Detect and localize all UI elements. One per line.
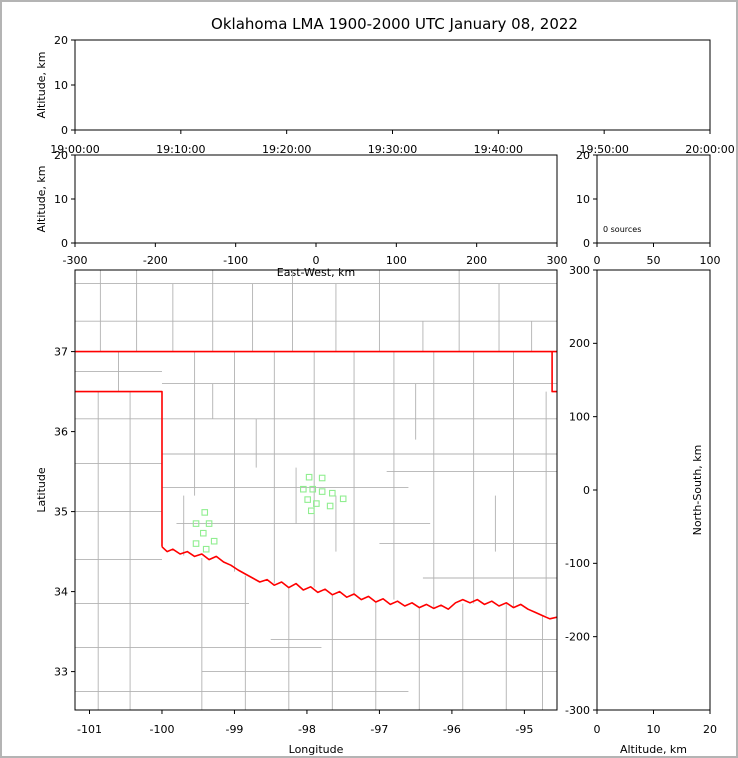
x-tick-label: 19:40:00 xyxy=(474,143,523,156)
y-tick-label: 36 xyxy=(54,425,68,438)
x-tick-label: -99 xyxy=(225,723,243,736)
x-tick-label: 10 xyxy=(647,723,661,736)
y-tick-label: 20 xyxy=(54,34,68,47)
axes-frame xyxy=(74,154,558,244)
lma-station-marker xyxy=(210,537,218,545)
lma-station-marker xyxy=(300,485,307,493)
x-tick-label: -300 xyxy=(63,254,88,267)
y-axis-label: Altitude, km xyxy=(35,51,48,118)
x-tick-label: 0 xyxy=(594,723,601,736)
lma-station-marker xyxy=(326,502,334,510)
x-tick-label: 20 xyxy=(703,723,717,736)
panel-time-altitude: 19:00:00 19:10:00 19:20:00 19:30:00 19:40:00… xyxy=(35,34,735,156)
y-tick-label: -100 xyxy=(565,557,590,570)
y-tick-label: 300 xyxy=(569,264,590,277)
x-tick-label: -200 xyxy=(143,254,168,267)
x-tick-label: 20:00:00 xyxy=(685,143,734,156)
x-tick-label: 19:10:00 xyxy=(156,143,205,156)
x-tick-label: 200 xyxy=(466,254,487,267)
y-tick-label: 34 xyxy=(54,585,68,598)
x-tick-label: 300 xyxy=(547,254,568,267)
lma-station-marker xyxy=(192,540,200,547)
y-tick-label: 0 xyxy=(61,237,68,250)
y-tick-label: 33 xyxy=(54,665,68,678)
lma-station-marker xyxy=(201,509,209,516)
source-count-annotation: 0 sources xyxy=(603,225,641,234)
lma-station-marker xyxy=(307,507,315,515)
lma-station-marker xyxy=(205,520,213,527)
y-tick-label: 20 xyxy=(576,149,590,162)
x-axis-label: Longitude xyxy=(289,743,344,756)
y-tick-label: 0 xyxy=(61,124,68,137)
x-tick-label: 100 xyxy=(700,254,721,267)
x-tick-label: 0 xyxy=(594,254,601,267)
lma-station-marker xyxy=(202,545,210,553)
x-tick-label: 0 xyxy=(313,254,320,267)
axes-frame xyxy=(74,39,711,131)
x-tick-label: 100 xyxy=(386,254,407,267)
lma-station-marker xyxy=(309,485,317,493)
lma-station-marker xyxy=(199,529,207,537)
lma-station-marker xyxy=(318,488,326,495)
axes-frame xyxy=(74,269,558,711)
x-tick-label: -98 xyxy=(298,723,316,736)
map-layers xyxy=(75,270,557,710)
lma-station-marker xyxy=(313,500,320,507)
panel-plan-view: -101 -100 -99 -98 -97 -96 -95 33 34 35 36 37 Longitu… xyxy=(35,269,558,756)
y-tick-label: 10 xyxy=(54,193,68,206)
x-tick-label: 50 xyxy=(647,254,661,267)
y-tick-label: 100 xyxy=(569,410,590,423)
x-tick-label: -97 xyxy=(370,723,388,736)
x-tick-label: 19:00:00 xyxy=(50,143,99,156)
panel-altitude-histogram: 0 50 100 0 10 20 0 sources xyxy=(576,149,721,267)
y-tick-label: 35 xyxy=(54,505,68,518)
y-tick-label: -200 xyxy=(565,630,590,643)
y-tick-label: 37 xyxy=(54,345,68,358)
x-tick-label: -101 xyxy=(77,723,102,736)
y-tick-label: -300 xyxy=(565,704,590,717)
lma-station-marker xyxy=(318,474,326,482)
panel-ew-altitude: -300 -200 -100 0 100 200 300 0 10 20 East-West, km… xyxy=(35,149,568,279)
x-tick-label: -96 xyxy=(443,723,461,736)
x-tick-label: -100 xyxy=(149,723,174,736)
panel-ns-altitude: 0 10 20 300 200 100 0 -100 -200 -300 Altitude, km N… xyxy=(565,264,717,756)
x-tick-label: 19:30:00 xyxy=(368,143,417,156)
y-tick-label: 200 xyxy=(569,337,590,350)
y-axis-label: North-South, km xyxy=(691,445,704,536)
x-axis-label: Altitude, km xyxy=(620,743,687,756)
x-tick-label: 19:50:00 xyxy=(579,143,628,156)
y-axis-label: Latitude xyxy=(35,467,48,513)
lma-station-marker xyxy=(304,496,311,503)
y-axis-label: Altitude, km xyxy=(35,165,48,232)
y-tick-label: 20 xyxy=(54,149,68,162)
red-river-border xyxy=(161,546,557,620)
chart-title: Oklahoma LMA 1900-2000 UTC January 08, 2… xyxy=(211,15,578,33)
x-tick-label: -100 xyxy=(223,254,248,267)
x-tick-label: -95 xyxy=(515,723,533,736)
state-border xyxy=(75,390,163,547)
y-tick-label: 0 xyxy=(583,484,590,497)
x-tick-label: 19:20:00 xyxy=(262,143,311,156)
lma-station-marker xyxy=(329,489,336,497)
lma-station-marker xyxy=(305,473,313,481)
y-tick-label: 0 xyxy=(583,237,590,250)
y-tick-label: 10 xyxy=(54,79,68,92)
x-axis-label: East-West, km xyxy=(277,266,355,279)
lma-station-marker xyxy=(192,520,200,527)
y-tick-label: 10 xyxy=(576,193,590,206)
lma-station-marker xyxy=(339,495,347,503)
state-border xyxy=(551,351,557,393)
